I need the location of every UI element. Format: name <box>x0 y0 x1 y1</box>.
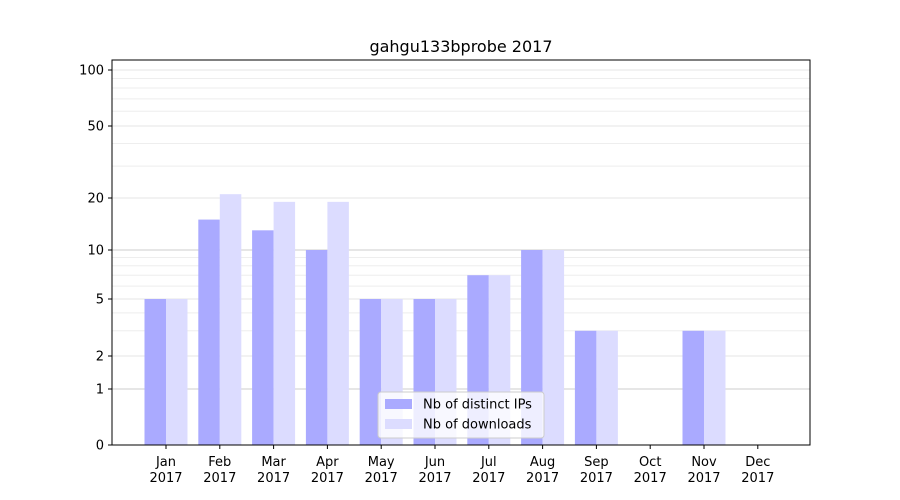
x-tick-label-month: Nov <box>691 455 717 470</box>
x-tick-label-month: Feb <box>208 455 231 470</box>
bar-distinct-ips <box>574 330 597 445</box>
y-axis: 0 1 2 5 10 20 50 100 <box>79 64 112 454</box>
x-tick-label-month: Mar <box>261 455 286 470</box>
chart-title: gahgu133bprobe 2017 <box>369 37 552 56</box>
bar-downloads <box>596 330 618 445</box>
x-tick-label-year: 2017 <box>526 471 559 486</box>
y-tick-label: 1 <box>96 383 104 398</box>
bar-distinct-ips <box>359 299 382 445</box>
legend: Nb of distinct IPs Nb of downloads <box>377 391 545 439</box>
x-tick-label-year: 2017 <box>580 471 613 486</box>
x-tick-label-month: May <box>368 455 395 470</box>
x-tick-label-year: 2017 <box>418 471 451 486</box>
legend-label: Nb of downloads <box>423 418 532 433</box>
bar-downloads <box>542 250 565 445</box>
legend-swatch <box>385 419 412 429</box>
x-tick-label-year: 2017 <box>311 471 344 486</box>
x-tick-label-year: 2017 <box>257 471 290 486</box>
plot-area <box>111 59 811 446</box>
x-tick-label-month: Jul <box>480 455 497 470</box>
x-axis: Jan2017Feb2017Mar2017Apr2017May2017Jun20… <box>149 445 774 486</box>
bar-distinct-ips <box>144 299 166 445</box>
y-tick-label: 50 <box>87 120 104 135</box>
x-tick-label-year: 2017 <box>203 471 236 486</box>
x-tick-label-year: 2017 <box>634 471 667 486</box>
x-tick-label-month: Jun <box>424 455 445 470</box>
bar-downloads <box>704 330 726 445</box>
bar-distinct-ips <box>198 219 220 445</box>
x-tick-label-month: Jan <box>155 455 176 470</box>
x-tick-label-month: Dec <box>745 455 770 470</box>
y-tick-label: 2 <box>96 350 104 365</box>
legend-swatch <box>385 399 412 409</box>
x-tick-label-month: Apr <box>316 455 339 470</box>
bar-downloads <box>166 299 188 445</box>
x-tick-label-month: Aug <box>530 455 555 470</box>
bar-downloads <box>219 194 242 445</box>
bar-distinct-ips <box>682 330 704 445</box>
x-tick-label-year: 2017 <box>365 471 398 486</box>
x-tick-label-year: 2017 <box>149 471 182 486</box>
y-tick-label: 100 <box>79 64 104 79</box>
legend-box <box>377 391 545 439</box>
bar-distinct-ips <box>252 230 274 445</box>
y-tick-label: 10 <box>87 244 104 259</box>
x-tick-label-month: Sep <box>584 455 609 470</box>
legend-label: Nb of distinct IPs <box>423 398 532 413</box>
bar-distinct-ips <box>305 250 328 445</box>
bar-downloads <box>327 201 349 445</box>
x-tick-label-month: Oct <box>639 455 661 470</box>
x-tick-label-year: 2017 <box>741 471 774 486</box>
x-tick-label-year: 2017 <box>687 471 720 486</box>
y-tick-label: 5 <box>96 293 104 308</box>
y-tick-label: 0 <box>96 439 104 454</box>
x-tick-label-year: 2017 <box>472 471 505 486</box>
bar-downloads <box>273 201 296 445</box>
y-tick-label: 20 <box>87 192 104 207</box>
